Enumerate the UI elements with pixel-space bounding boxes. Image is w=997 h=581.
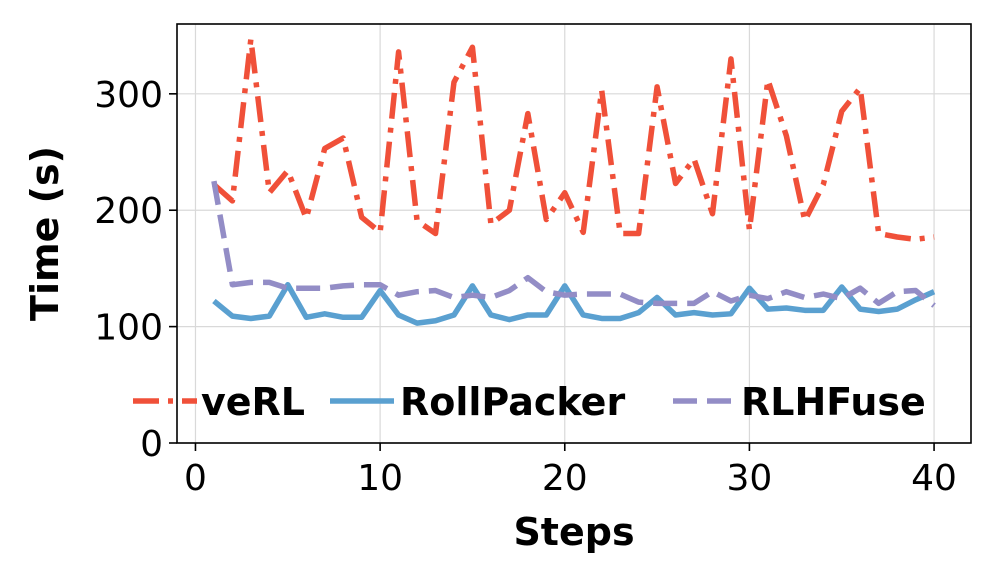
- legend-label-verl: veRL: [201, 380, 305, 424]
- x-tick-label: 20: [542, 458, 588, 499]
- y-axis-title: Time (s): [23, 146, 67, 321]
- legend: veRL RollPacker RLHFuse: [133, 380, 926, 424]
- y-tick-label: 300: [94, 75, 163, 116]
- legend-label-rollpacker: RollPacker: [400, 380, 625, 424]
- y-tick-label: 0: [140, 424, 163, 465]
- series-line-rollpacker: [212, 281, 936, 326]
- x-tick-label: 30: [727, 458, 773, 499]
- x-axis-title: Steps: [513, 510, 634, 554]
- x-tick-label: 10: [357, 458, 403, 499]
- series-line-rlhfuse: [211, 180, 936, 308]
- x-tick-label: 0: [184, 458, 207, 499]
- y-tick-label: 200: [94, 191, 163, 232]
- x-tick-label: 40: [911, 458, 957, 499]
- y-tick-label: 100: [94, 308, 163, 349]
- series-line-verl: [212, 36, 935, 243]
- plot-frame: [176, 23, 972, 444]
- series-layer: [211, 36, 936, 326]
- legend-label-rlhfuse: RLHFuse: [741, 380, 926, 424]
- axis-ticks: 0 10 20 30 40 0 100 200 300: [94, 75, 957, 499]
